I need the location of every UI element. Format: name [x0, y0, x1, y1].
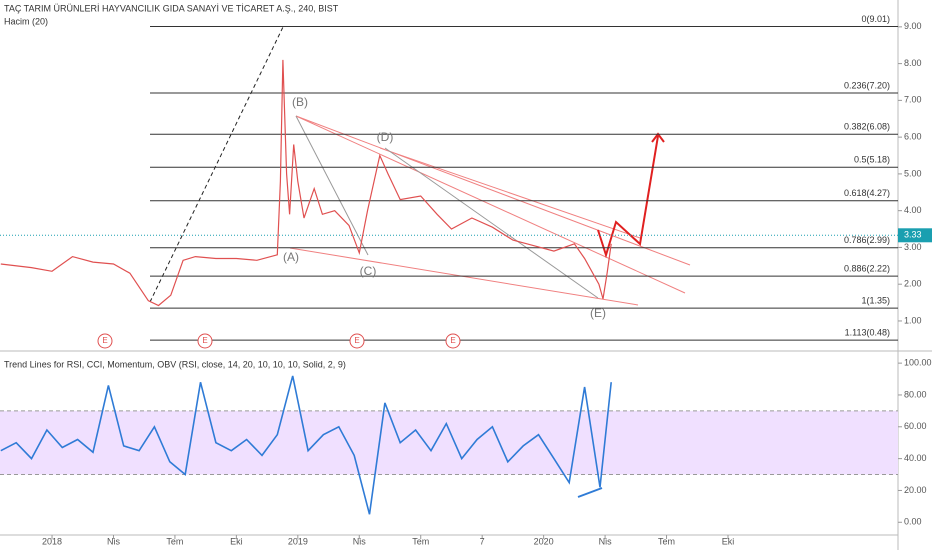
- drawings: [149, 26, 691, 498]
- event-marker: [349, 333, 365, 349]
- y-tick-label: 80.00: [904, 389, 927, 399]
- fib-label: 0.886(2.22): [844, 263, 890, 273]
- event-label: E: [102, 336, 107, 345]
- wave-label: (D): [377, 130, 394, 144]
- y-tick-label: 100.00: [904, 358, 932, 368]
- impulse-line: [149, 26, 284, 303]
- wave-line: [384, 147, 599, 299]
- x-tick-label: Nis: [107, 536, 120, 546]
- event-label: E: [354, 336, 359, 345]
- y-tick-label: 2.00: [904, 279, 922, 289]
- y-tick-label: 60.00: [904, 421, 927, 431]
- wave-label: (C): [360, 264, 377, 278]
- wave-label: (E): [590, 306, 606, 320]
- trend-line: [295, 115, 686, 294]
- x-tick-label: 2018: [42, 536, 62, 546]
- y-tick-label: 5.00: [904, 168, 922, 178]
- x-tick-label: Nis: [599, 536, 612, 546]
- x-tick-label: Tem: [166, 536, 183, 546]
- last-price-box: [898, 228, 932, 243]
- x-tick-label: Tem: [658, 536, 675, 546]
- trend-line: [379, 147, 641, 239]
- x-tick-label: 7: [480, 536, 485, 546]
- y-tick-label: 9.00: [904, 21, 922, 31]
- event-marker: [445, 333, 461, 349]
- x-tick-label: Eki: [722, 536, 735, 546]
- y-tick-label: 7.00: [904, 95, 922, 105]
- wave-line: [295, 115, 369, 256]
- last-price-label: 3.33: [904, 230, 922, 240]
- y-tick-label: 0.00: [904, 517, 922, 527]
- fib-label: 0.236(7.20): [844, 80, 890, 90]
- x-tick-label: Eki: [230, 536, 243, 546]
- event-label: E: [202, 336, 207, 345]
- y-tick-label: 4.00: [904, 205, 922, 215]
- wave-label: (A): [283, 250, 299, 264]
- rsi-band: [0, 410, 898, 475]
- wave-label: (B): [292, 95, 308, 109]
- x-tick-label: Tem: [412, 536, 429, 546]
- y-tick-label: 8.00: [904, 58, 922, 68]
- indicator-title: Trend Lines for RSI, CCI, Momentum, OBV …: [4, 359, 346, 369]
- trend-line: [295, 115, 691, 266]
- subtitle: Hacim (20): [4, 16, 48, 26]
- event-label: E: [450, 336, 455, 345]
- rsi-trend: [577, 487, 603, 498]
- y-tick-label: 3.00: [904, 242, 922, 252]
- y-tick-label: 20.00: [904, 485, 927, 495]
- fib-label: 1.113(0.48): [845, 327, 890, 337]
- projection-arrow: [597, 135, 659, 259]
- fib-label: 0.786(2.99): [844, 235, 890, 245]
- event-marker: [97, 333, 113, 349]
- chart-title: TAÇ TARIM ÜRÜNLERİ HAYVANCILIK GIDA SANA…: [4, 3, 339, 13]
- series-line: [0, 59, 612, 307]
- event-marker: [197, 333, 213, 349]
- fib-label: 0.382(6.08): [844, 122, 890, 132]
- fib-label: 0.5(5.18): [854, 155, 890, 165]
- fib-label: 0(9.01): [861, 14, 890, 24]
- x-tick-label: 2019: [288, 536, 308, 546]
- y-tick-label: 40.00: [904, 453, 927, 463]
- series-line: [0, 375, 612, 515]
- fib-label: 0.618(4.27): [844, 188, 890, 198]
- x-tick-label: Nis: [353, 536, 366, 546]
- y-tick-label: 1.00: [904, 315, 922, 325]
- fib-label: 1(1.35): [861, 295, 890, 305]
- x-tick-label: 2020: [534, 536, 554, 546]
- y-tick-label: 6.00: [904, 132, 922, 142]
